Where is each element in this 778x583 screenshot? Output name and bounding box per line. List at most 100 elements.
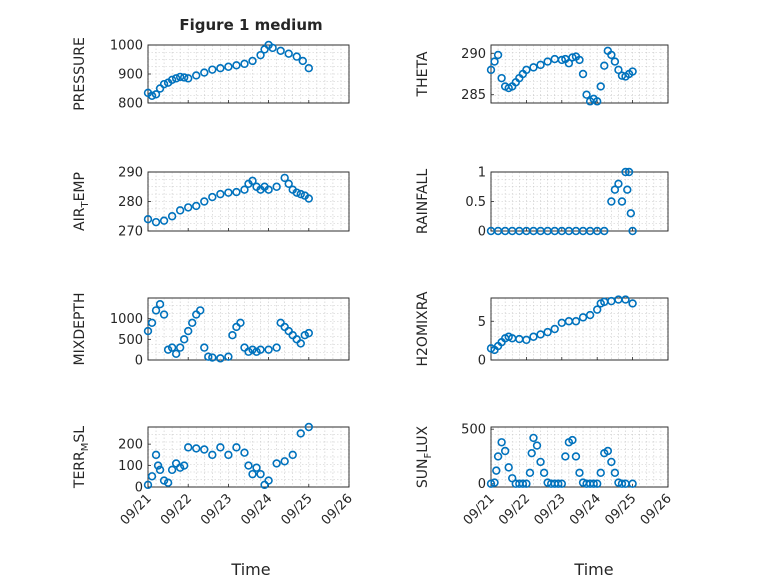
- x-tick-label: 09/25: [279, 491, 316, 528]
- y-axis-label: PRESSURE: [72, 37, 88, 111]
- data-point: [575, 55, 584, 65]
- data-point: [527, 448, 536, 458]
- data-point: [614, 179, 623, 189]
- data-point: [607, 50, 616, 60]
- x-axis-label-left: Time: [230, 560, 270, 579]
- data-point: [596, 82, 605, 91]
- data-point: [607, 457, 616, 467]
- data-point: [188, 318, 197, 327]
- data-point: [628, 226, 637, 236]
- data-point: [224, 352, 233, 361]
- data-point: [592, 305, 602, 314]
- data-point: [600, 61, 609, 70]
- x-tick-label: 09/22: [158, 491, 195, 528]
- data-point: [626, 209, 636, 218]
- data-point: [159, 79, 169, 89]
- data-point: [554, 479, 563, 488]
- data-point: [536, 330, 545, 339]
- x-tick-label: 09/26: [638, 491, 675, 528]
- data-point: [147, 91, 157, 100]
- y-tick-label: 285: [461, 88, 486, 103]
- data-point: [296, 189, 305, 199]
- data-point: [539, 468, 549, 478]
- data-point: [532, 441, 542, 450]
- subplot-h2omixra: 0 5 H2OMIXRA: [415, 291, 669, 369]
- axes-frame: [490, 297, 669, 361]
- data-point: [147, 318, 157, 327]
- data-point: [500, 446, 510, 456]
- data-point: [497, 73, 506, 83]
- data-point: [224, 188, 233, 197]
- data-point: [592, 479, 602, 488]
- data-point: [232, 187, 241, 197]
- data-point: [179, 335, 189, 344]
- data-point: [184, 443, 193, 452]
- y-axis-label: THETA: [415, 51, 431, 97]
- y-tick-label: 100: [118, 459, 143, 474]
- data-point: [536, 457, 545, 467]
- data-point: [592, 97, 602, 106]
- data-point: [244, 461, 253, 470]
- data-point: [564, 59, 574, 68]
- data-point: [296, 429, 305, 438]
- y-tick-label: 1: [478, 166, 486, 181]
- data-point: [184, 326, 193, 336]
- data-point: [578, 313, 588, 322]
- data-point: [167, 465, 177, 475]
- data-point: [536, 60, 545, 70]
- data-point: [151, 306, 161, 315]
- y-tick-label: 0: [478, 477, 486, 492]
- data-point: [280, 457, 289, 466]
- data-point: [236, 318, 245, 327]
- y-tick-label: 290: [461, 47, 486, 62]
- data-point: [493, 452, 503, 461]
- data-point: [200, 343, 209, 352]
- data-point: [167, 75, 177, 85]
- data-point: [196, 306, 205, 315]
- subplot-pressure: 800 900 1000 PRESSURE: [72, 37, 350, 112]
- y-tick-label: 0: [478, 225, 486, 240]
- data-point: [518, 479, 528, 488]
- data-point: [171, 349, 181, 358]
- y-tick-label: 0: [135, 354, 143, 369]
- data-point: [550, 324, 559, 334]
- data-point: [159, 310, 169, 319]
- y-tick-label: 290: [118, 166, 143, 181]
- data-point: [280, 173, 289, 183]
- data-point: [529, 332, 538, 341]
- data-point: [628, 479, 637, 488]
- data-point: [163, 345, 173, 354]
- data-point: [486, 479, 496, 488]
- data-point: [582, 90, 591, 99]
- plot-area: [147, 426, 350, 488]
- y-tick-label: 900: [118, 68, 143, 83]
- data-point: [175, 206, 185, 215]
- data-point: [617, 197, 627, 206]
- data-point: [163, 478, 173, 487]
- data-point: [208, 192, 217, 202]
- data-point: [151, 450, 161, 460]
- y-tick-label: 0: [135, 481, 143, 496]
- x-tick-label: 09/24: [238, 491, 275, 528]
- subplot-mixdepth: 0 500 1000 MIXDEPTH: [72, 293, 350, 369]
- data-point: [600, 226, 609, 236]
- data-point: [224, 450, 233, 460]
- data-point: [543, 57, 552, 66]
- data-point: [624, 167, 634, 177]
- y-axis-label: AIRTEMP: [72, 172, 91, 231]
- data-point: [614, 65, 623, 75]
- data-point: [529, 433, 538, 443]
- data-point: [167, 343, 177, 352]
- data-point: [284, 179, 293, 189]
- y-tick-label: 200: [118, 438, 143, 453]
- data-point: [224, 62, 233, 71]
- data-point: [240, 59, 249, 69]
- data-point: [522, 335, 531, 345]
- y-tick-label: 280: [118, 195, 143, 210]
- y-tick-label: 0: [478, 354, 486, 369]
- axes-frame: [147, 297, 350, 361]
- y-axis-label: MIXDEPTH: [72, 293, 88, 366]
- data-point: [304, 63, 313, 73]
- data-point: [248, 56, 257, 66]
- y-tick-label: 1000: [110, 39, 143, 54]
